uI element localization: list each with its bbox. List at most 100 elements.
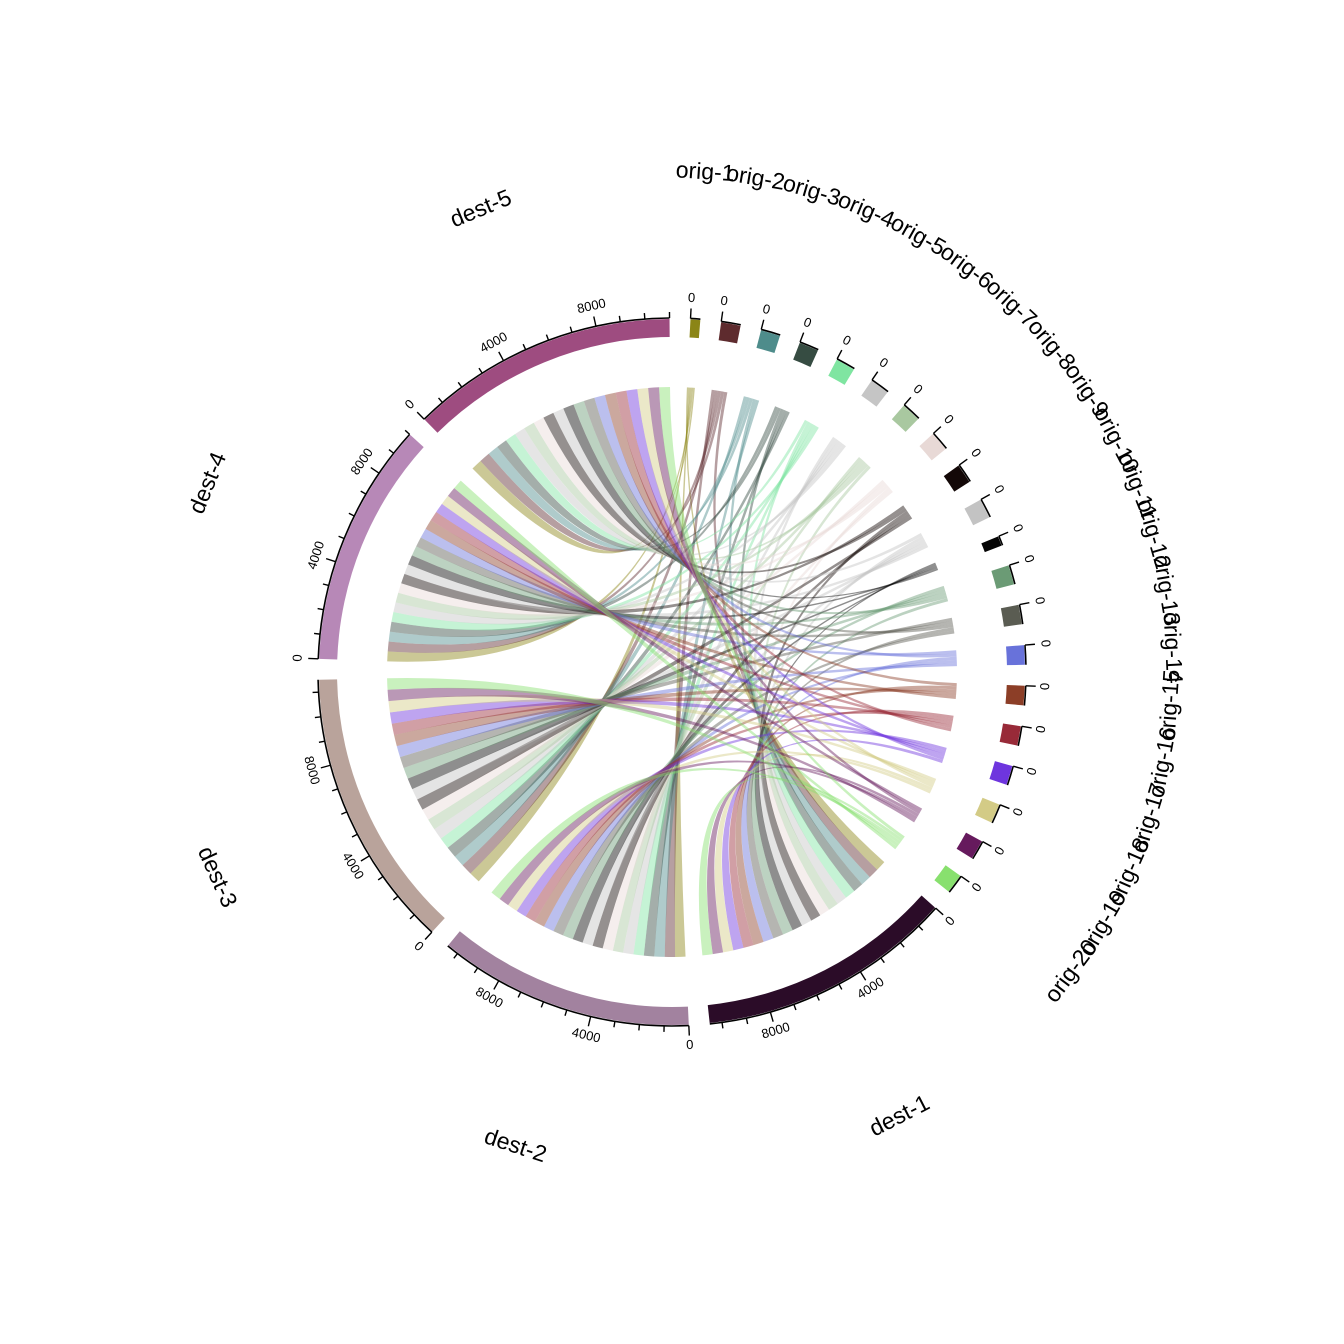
sector-arc-orig-19 — [956, 832, 982, 859]
link-orig-16-to-dest-3 — [391, 697, 953, 735]
link-orig-8-to-dest-3 — [422, 479, 885, 820]
tick-label: 4000 — [570, 1024, 602, 1045]
sector-arc-orig-14 — [1006, 645, 1025, 666]
tick-mark — [318, 740, 325, 744]
tick-label: 4000 — [477, 329, 510, 356]
tick-mark — [918, 925, 924, 931]
tick-mark — [982, 841, 992, 848]
link-orig-9-to-dest-5 — [543, 412, 907, 574]
link-orig-12-to-dest-3 — [403, 588, 946, 779]
tick-label: 0 — [1033, 725, 1049, 734]
tick-mark — [313, 632, 321, 635]
sector-axis-orig-11 — [998, 535, 1004, 546]
link-orig-15-to-dest-3 — [394, 687, 957, 747]
tick-label: 0 — [877, 354, 891, 370]
tick-label: 4000 — [339, 849, 367, 882]
link-orig-5-to-dest-5 — [505, 419, 808, 552]
tick-mark — [348, 512, 355, 517]
sector-axis-dest-3 — [317, 679, 433, 933]
tick-mark — [760, 319, 765, 330]
sector-axis-orig-9 — [958, 464, 971, 482]
tick-mark — [899, 942, 905, 948]
sector-dest-4: 0 4000 8000 dest-4 — [183, 429, 424, 662]
tick-mark — [409, 914, 415, 920]
link-orig-2-to-dest-5 — [480, 391, 725, 552]
sector-label-orig-1: orig-1 — [675, 156, 735, 186]
tick-mark — [453, 953, 459, 959]
sector-axis-dest-5 — [423, 317, 670, 420]
tick-label: 0 — [910, 381, 925, 397]
link-orig-13-to-dest-1 — [746, 627, 954, 939]
sector-label-orig-20: orig-20 — [1039, 934, 1103, 1007]
sector-axis-orig-5 — [836, 358, 855, 370]
link-orig-14-to-dest-1 — [741, 656, 957, 942]
tick-label: 0 — [968, 880, 984, 895]
tick-mark — [404, 429, 411, 435]
sector-arc-orig-15 — [1005, 685, 1025, 706]
tick-mark — [325, 557, 336, 563]
sector-arc-orig-9 — [943, 465, 970, 492]
tick-mark — [816, 994, 820, 1001]
tick-label: 0 — [968, 445, 984, 460]
tick-label: 0 — [720, 293, 729, 309]
tick-mark — [999, 804, 1010, 810]
sector-arc-dest-4 — [319, 435, 424, 660]
tick-mark — [322, 583, 329, 587]
tick-mark — [958, 458, 968, 466]
link-orig-10-to-dest-5 — [553, 408, 923, 583]
tick-label: 0 — [991, 844, 1008, 858]
sector-orig-1: 0 orig-1 — [675, 156, 735, 339]
link-orig-4-to-dest-5 — [497, 407, 782, 551]
tick-mark — [517, 991, 522, 998]
tick-mark — [880, 957, 885, 964]
link-orig-3-to-dest-1 — [728, 398, 870, 885]
sector-axis-orig-17 — [1006, 766, 1015, 786]
tick-label: 8000 — [347, 445, 376, 477]
tick-mark — [613, 1021, 616, 1028]
sector-arc-orig-12 — [991, 565, 1014, 589]
link-orig-15-to-dest-2 — [534, 688, 957, 927]
tick-mark — [392, 895, 399, 901]
sector-axis-dest-1 — [709, 907, 937, 1025]
tick-mark — [360, 855, 370, 862]
tick-label: 0 — [1038, 639, 1054, 647]
tick-mark — [935, 907, 944, 916]
link-orig-10-to-dest-3 — [412, 541, 927, 800]
tick-label: 0 — [688, 290, 696, 305]
tick-mark — [799, 332, 805, 343]
tick-mark — [769, 1011, 774, 1022]
link-orig-7-to-dest-4 — [395, 461, 867, 620]
tick-mark — [314, 716, 321, 719]
link-orig-17-to-dest-3 — [389, 698, 946, 754]
link-orig-12-to-dest-1 — [751, 598, 949, 935]
tick-mark — [745, 1017, 749, 1025]
tick-mark — [320, 764, 331, 769]
sector-arc-orig-4 — [793, 342, 818, 367]
tick-mark — [593, 316, 597, 327]
tick-label: 8000 — [576, 295, 607, 316]
tick-label: 0 — [802, 314, 814, 331]
sector-label-dest-1: dest-1 — [865, 1089, 934, 1141]
tick-mark — [838, 983, 843, 990]
sector-label-orig-2: orig-2 — [725, 159, 787, 194]
tick-mark — [1019, 602, 1030, 606]
tick-mark — [720, 311, 724, 322]
sector-arc-orig-7 — [891, 405, 919, 432]
tick-label: 0 — [1010, 522, 1027, 534]
tick-mark — [903, 396, 912, 406]
tick-mark — [859, 971, 867, 981]
sector-label-orig-14: orig-14 — [1159, 611, 1188, 684]
sector-orig-12: 0 orig-12 — [991, 496, 1177, 589]
tick-label: 8000 — [301, 754, 323, 786]
link-orig-4-to-dest-2 — [643, 409, 787, 957]
tick-mark — [1013, 765, 1024, 770]
sector-orig-14: 0 orig-14 — [1006, 611, 1188, 684]
sector-arc-orig-16 — [999, 723, 1021, 746]
sector-axis-orig-16 — [1017, 726, 1023, 746]
link-orig-7-to-dest-5 — [524, 422, 869, 561]
sector-orig-15: 0 orig-15 — [1005, 669, 1184, 742]
tick-label: 0 — [991, 482, 1008, 496]
